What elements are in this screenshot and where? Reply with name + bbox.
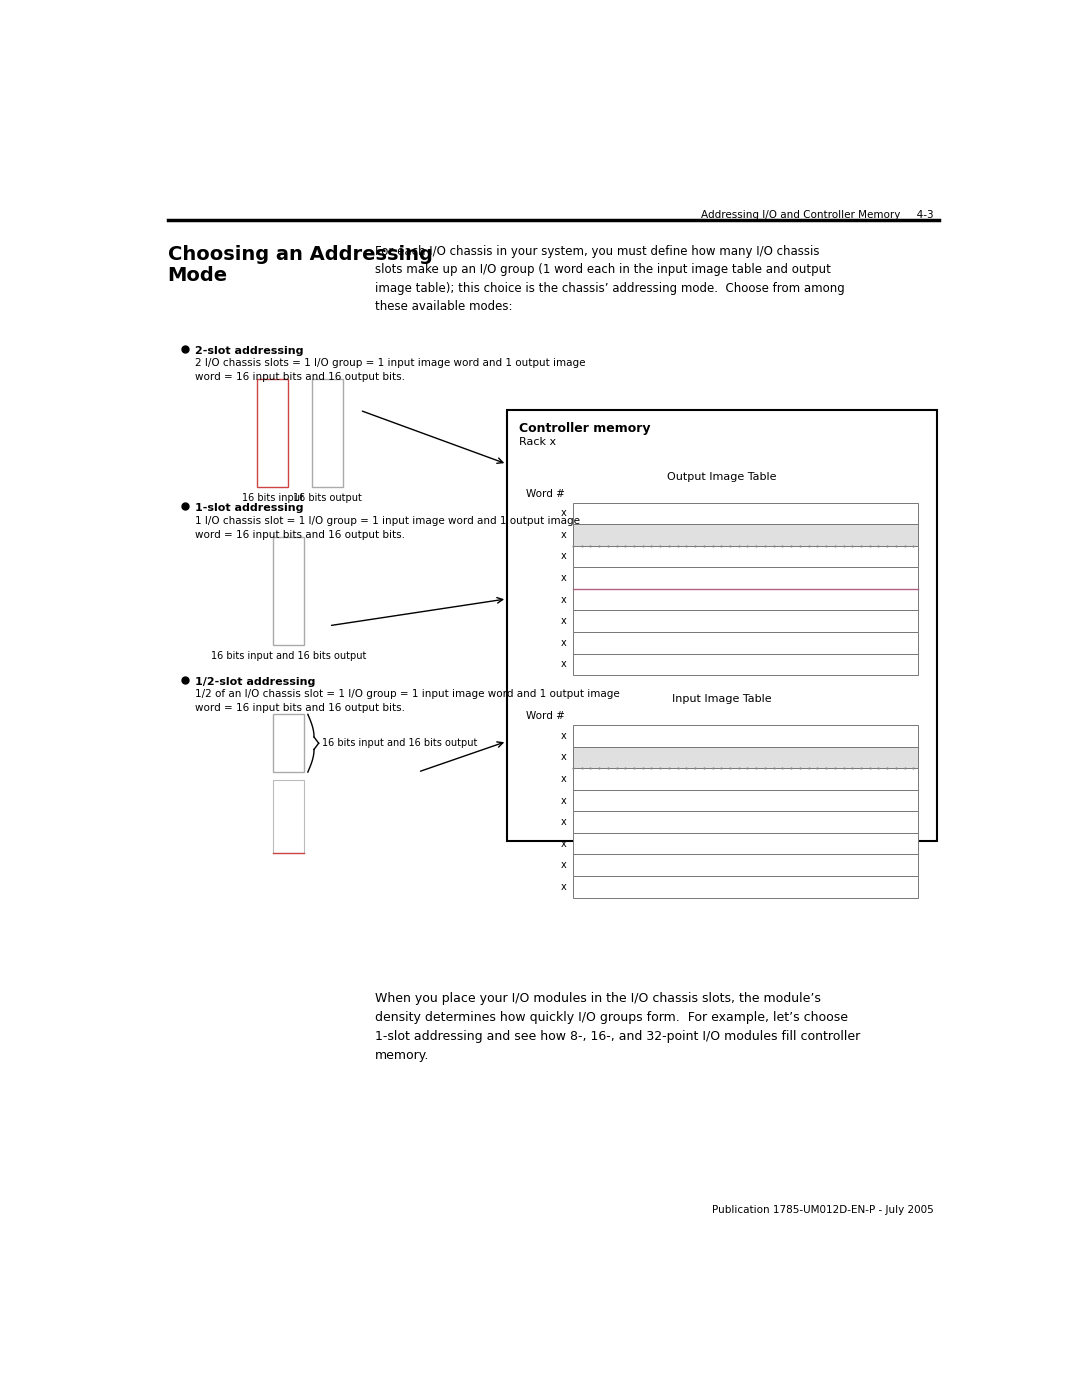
Text: 16 bits output: 16 bits output <box>293 493 362 503</box>
Text: 1-slot addressing: 1-slot addressing <box>195 503 303 513</box>
Bar <box>572 789 918 812</box>
Text: x: x <box>561 552 567 562</box>
Text: Controller memory: Controller memory <box>518 422 650 434</box>
Bar <box>572 524 918 546</box>
Text: x: x <box>561 753 567 763</box>
Text: 1/2 of an I/O chassis slot = 1 I/O group = 1 input image word and 1 output image: 1/2 of an I/O chassis slot = 1 I/O group… <box>195 689 620 712</box>
Text: 1/2-slot addressing: 1/2-slot addressing <box>195 676 315 686</box>
Text: Mode: Mode <box>167 267 228 285</box>
Text: x: x <box>561 637 567 648</box>
Bar <box>572 546 918 567</box>
Text: x: x <box>561 659 567 669</box>
Bar <box>572 746 918 768</box>
Text: Input Image Table: Input Image Table <box>672 694 772 704</box>
Bar <box>572 833 918 855</box>
Text: x: x <box>561 616 567 626</box>
Text: 1 I/O chassis slot = 1 I/O group = 1 input image word and 1 output image
word = : 1 I/O chassis slot = 1 I/O group = 1 inp… <box>195 515 580 539</box>
Text: Output Image Table: Output Image Table <box>667 472 777 482</box>
Bar <box>572 567 918 588</box>
Text: Addressing I/O and Controller Memory     4-3: Addressing I/O and Controller Memory 4-3 <box>701 210 933 219</box>
Bar <box>572 503 918 524</box>
Text: Rack x: Rack x <box>518 437 556 447</box>
Bar <box>572 725 918 746</box>
Bar <box>572 588 918 610</box>
Text: 16 bits input and 16 bits output: 16 bits input and 16 bits output <box>322 738 477 749</box>
Text: x: x <box>561 595 567 605</box>
Text: Publication 1785-UM012D-EN-P - July 2005: Publication 1785-UM012D-EN-P - July 2005 <box>712 1204 933 1215</box>
Text: 2 I/O chassis slots = 1 I/O group = 1 input image word and 1 output image
word =: 2 I/O chassis slots = 1 I/O group = 1 in… <box>195 358 586 381</box>
Text: x: x <box>561 509 567 518</box>
Text: x: x <box>561 817 567 827</box>
Bar <box>572 876 918 898</box>
Text: 16 bits input and 16 bits output: 16 bits input and 16 bits output <box>211 651 366 661</box>
Bar <box>572 768 918 789</box>
Text: 16 bits input: 16 bits input <box>242 493 303 503</box>
Text: x: x <box>561 573 567 583</box>
Text: 2-slot addressing: 2-slot addressing <box>195 345 303 355</box>
Bar <box>572 812 918 833</box>
Bar <box>572 610 918 631</box>
Bar <box>257 380 288 488</box>
Text: x: x <box>561 861 567 870</box>
Text: x: x <box>561 731 567 740</box>
Text: Choosing an Addressing: Choosing an Addressing <box>167 244 432 264</box>
Text: When you place your I/O modules in the I/O chassis slots, the module’s
density d: When you place your I/O modules in the I… <box>375 992 861 1062</box>
Bar <box>273 714 303 773</box>
Bar <box>273 538 303 645</box>
Text: x: x <box>561 882 567 891</box>
Bar <box>507 411 937 841</box>
Text: x: x <box>561 529 567 539</box>
Text: x: x <box>561 838 567 849</box>
Text: x: x <box>561 774 567 784</box>
Bar <box>572 631 918 654</box>
Bar <box>572 654 918 675</box>
Bar <box>312 380 342 488</box>
Text: Word #: Word # <box>526 711 565 721</box>
Text: Word #: Word # <box>526 489 565 499</box>
Text: x: x <box>561 795 567 806</box>
Bar <box>572 855 918 876</box>
Bar <box>273 780 303 854</box>
Text: For each I/O chassis in your system, you must define how many I/O chassis
slots : For each I/O chassis in your system, you… <box>375 244 845 313</box>
